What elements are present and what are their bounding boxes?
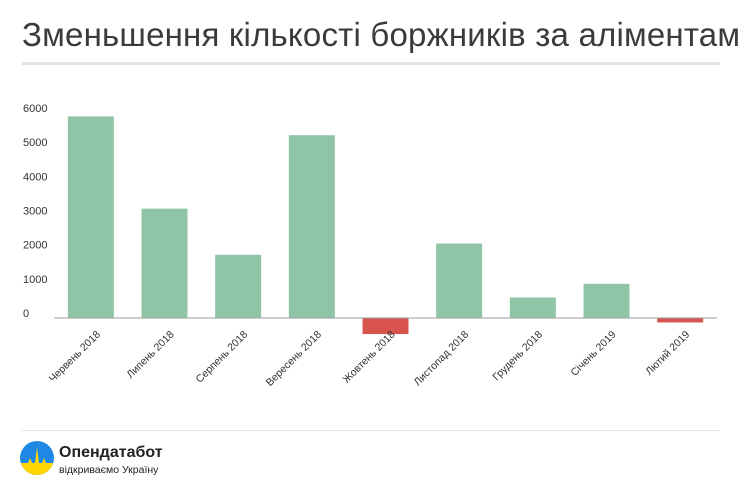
x-tick-label: Листопад 2018 (412, 329, 472, 389)
y-tick-label: 2000 (23, 240, 47, 252)
title-divider (22, 62, 720, 65)
brand-name: Опендатабот (59, 444, 163, 461)
bar (436, 243, 483, 318)
x-tick-label: Вересень 2018 (264, 329, 324, 389)
y-tick-label: 1000 (23, 274, 47, 286)
x-tick-label: Грудень 2018 (490, 329, 545, 384)
bar (215, 254, 262, 318)
bar (288, 135, 335, 318)
x-tick-label: Червень 2018 (47, 329, 103, 385)
x-tick-label: Липень 2018 (124, 329, 176, 381)
y-tick-label: 0 (23, 308, 29, 320)
x-tick-label: Серпень 2018 (193, 329, 250, 386)
y-tick-label: 4000 (23, 171, 47, 183)
bar (67, 116, 114, 319)
brand-tagline: відкриваємо Україну (59, 464, 159, 476)
y-axis-ticks: 0 1000 2000 3000 4000 5000 6000 (23, 103, 47, 320)
bar (509, 297, 556, 318)
bar (657, 318, 704, 323)
bars (67, 116, 704, 335)
x-tick-label: Січень 2019 (569, 329, 619, 379)
x-tick-label: Жовтень 2018 (340, 329, 397, 386)
bar (583, 283, 630, 318)
opendatabot-logo-icon (20, 441, 54, 475)
bar (141, 208, 188, 318)
x-axis-labels: Червень 2018 Липень 2018 Серпень 2018 Верес… (47, 329, 693, 389)
x-tick-label: Лютий 2019 (643, 329, 692, 378)
y-tick-label: 6000 (23, 103, 47, 115)
bar-chart: 0 1000 2000 3000 4000 5000 6000 Червень 2018 Ли… (23, 103, 717, 389)
bar (362, 318, 409, 335)
y-tick-label: 5000 (23, 137, 47, 149)
chart-title: Зменьшення кількості боржників за алімен… (22, 16, 740, 53)
y-tick-label: 3000 (23, 206, 47, 218)
footer-divider (22, 430, 720, 431)
